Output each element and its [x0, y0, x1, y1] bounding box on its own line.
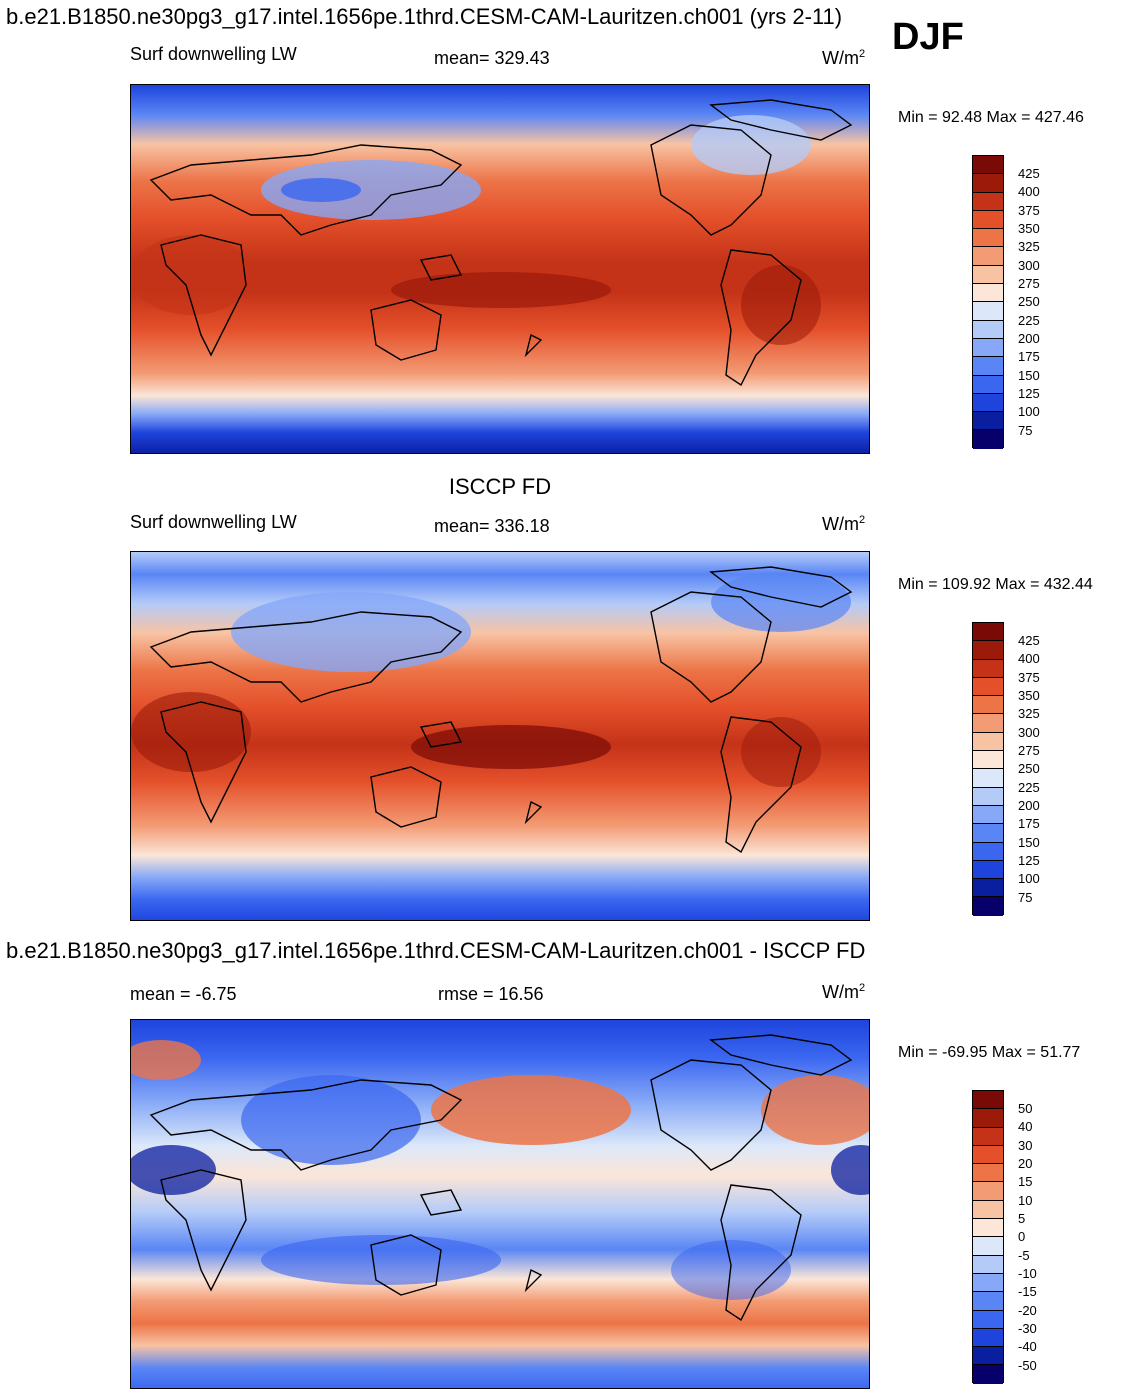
panel2-tick: 225 — [1018, 780, 1040, 795]
panel2-tick: 375 — [1018, 670, 1040, 685]
panel3-coastlines — [149, 1034, 853, 1322]
panel1-tick: 325 — [1018, 239, 1040, 254]
panel3-tick: -30 — [1018, 1321, 1037, 1336]
panel3-tick: -40 — [1018, 1339, 1037, 1354]
panel2-tick: 300 — [1018, 725, 1040, 740]
panel3-tick: 20 — [1018, 1156, 1033, 1171]
panel2-tick: 425 — [1018, 633, 1040, 648]
panel2-tick: 200 — [1018, 798, 1040, 813]
panel3-tick: 10 — [1018, 1193, 1033, 1208]
panel1-colorbar — [972, 155, 1004, 449]
panel2-map-svg — [131, 552, 869, 920]
panel1-tick: 75 — [1018, 423, 1033, 438]
panel2-minmax: Min = 109.92 Max = 432.44 — [898, 576, 1093, 593]
figure-title: b.e21.B1850.ne30pg3_g17.intel.1656pe.1th… — [6, 4, 843, 29]
panel1-tick: 100 — [1018, 404, 1040, 419]
panel1-mean-label: mean= 329.43 — [434, 48, 550, 68]
panel1-tick: 400 — [1018, 184, 1040, 199]
panel1-variable-label: Surf downwelling LW — [130, 44, 297, 64]
panel2-colorbar — [972, 622, 1004, 916]
panel1-tick: 350 — [1018, 221, 1040, 236]
panel3-units-label: W/m2 — [822, 982, 866, 1002]
panel2-tick: 75 — [1018, 890, 1033, 905]
panel1-tick: 175 — [1018, 349, 1040, 364]
panel3-tick: 50 — [1018, 1101, 1033, 1116]
panel1-tick: 125 — [1018, 386, 1040, 401]
panel3-mean-label: mean = -6.75 — [130, 984, 237, 1004]
panel3-title: b.e21.B1850.ne30pg3_g17.intel.1656pe.1th… — [6, 938, 866, 963]
panel2-coastlines — [149, 566, 853, 854]
panel3-tick: -10 — [1018, 1266, 1037, 1281]
panel3-tick: 40 — [1018, 1119, 1033, 1134]
panel1-tick: 225 — [1018, 313, 1040, 328]
panel3-colorbar — [972, 1090, 1004, 1384]
panel2-variable-label: Surf downwelling LW — [130, 512, 297, 532]
panel2-tick: 125 — [1018, 853, 1040, 868]
panel2-tick: 275 — [1018, 743, 1040, 758]
panel1-tick: 425 — [1018, 166, 1040, 181]
panel3-map-svg — [131, 1020, 869, 1388]
panel2-map — [130, 551, 870, 921]
panel1-coastlines — [149, 99, 853, 387]
panel3-tick: -15 — [1018, 1284, 1037, 1299]
panel2-units-label: W/m2 — [822, 514, 866, 534]
panel3-map — [130, 1019, 870, 1389]
panel1-units-label: W/m2 — [822, 48, 866, 68]
panel3-tick: -5 — [1018, 1248, 1030, 1263]
panel2-tick: 325 — [1018, 706, 1040, 721]
panel1-tick: 250 — [1018, 294, 1040, 309]
panel3-minmax: Min = -69.95 Max = 51.77 — [898, 1044, 1081, 1061]
panel2-tick: 350 — [1018, 688, 1040, 703]
panel2-tick: 150 — [1018, 835, 1040, 850]
panel2-tick: 175 — [1018, 816, 1040, 831]
panel3-tick: -50 — [1018, 1358, 1037, 1373]
panel1-tick: 200 — [1018, 331, 1040, 346]
panel1-map — [130, 84, 870, 454]
panel1-tick: 150 — [1018, 368, 1040, 383]
panel1-tick: 275 — [1018, 276, 1040, 291]
panel3-tick: 30 — [1018, 1138, 1033, 1153]
panel1-tick: 300 — [1018, 258, 1040, 273]
panel3-tick: 15 — [1018, 1174, 1033, 1189]
panel3-tick: 5 — [1018, 1211, 1026, 1226]
panel3-rmse-label: rmse = 16.56 — [438, 984, 544, 1004]
panel1-map-svg — [131, 85, 869, 453]
panel3-tick: -20 — [1018, 1303, 1037, 1318]
panel2-tick: 100 — [1018, 871, 1040, 886]
panel2-title: ISCCP FD — [448, 474, 552, 499]
panel1-minmax: Min = 92.48 Max = 427.46 — [898, 109, 1084, 126]
panel2-tick: 250 — [1018, 761, 1040, 776]
panel3-tick: 0 — [1018, 1229, 1026, 1244]
panel2-mean-label: mean= 336.18 — [434, 516, 550, 536]
panel1-tick: 375 — [1018, 203, 1040, 218]
season-label: DJF — [892, 16, 964, 58]
panel2-tick: 400 — [1018, 651, 1040, 666]
